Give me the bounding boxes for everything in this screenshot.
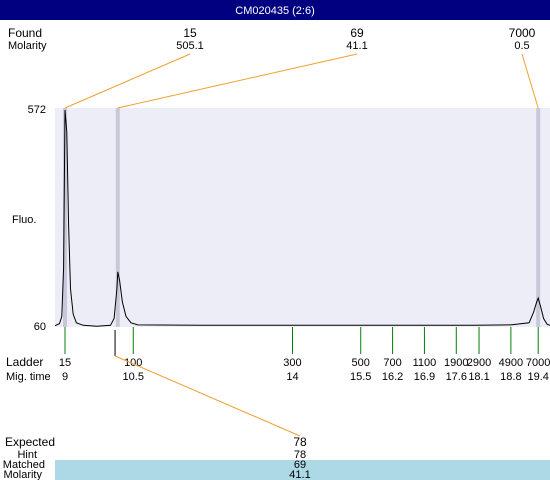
- ladder-size: 500: [352, 357, 370, 369]
- y-tick-label: 60: [34, 321, 46, 333]
- ladder-size: 1100: [413, 357, 437, 369]
- found-molarity: 41.1: [346, 40, 367, 52]
- found-size: 69: [350, 26, 364, 40]
- peak-connector: [64, 53, 191, 109]
- expected-label: Expected: [5, 435, 55, 449]
- ladder-size: 300: [283, 357, 301, 369]
- title: CM020435 (2:6): [235, 5, 315, 17]
- plot-area: [55, 108, 550, 327]
- ladder-size: 4900: [499, 357, 523, 369]
- hint-value: 78: [294, 449, 306, 461]
- peak-band: [536, 108, 541, 327]
- peak-band: [115, 108, 120, 327]
- mig-time: 16.9: [414, 371, 435, 383]
- ladder-size: 2900: [467, 357, 491, 369]
- mig-time: 9: [62, 371, 68, 383]
- mig-time: 15.5: [350, 371, 371, 383]
- molarity-value: 41.1: [289, 469, 310, 480]
- found-label: Found: [8, 26, 42, 40]
- found-molarity: 0.5: [514, 40, 529, 52]
- peak-connector: [117, 53, 358, 109]
- peak-band: [63, 108, 68, 327]
- found-molarity: 505.1: [176, 40, 204, 52]
- expected-size: 78: [293, 435, 307, 449]
- ladder-size: 1900: [444, 357, 468, 369]
- found-size: 15: [183, 26, 197, 40]
- matched-label: Matched: [3, 459, 45, 471]
- molarity-label: Molarity: [3, 469, 42, 480]
- title-bar: [0, 0, 550, 20]
- mig-time-label: Mig. time: [6, 371, 51, 383]
- hint-label: Hint: [17, 449, 37, 461]
- peak-connector: [521, 53, 539, 109]
- mig-time: 17.6: [446, 371, 467, 383]
- y-axis-label: Fluo.: [12, 214, 36, 226]
- trace: [54, 109, 550, 327]
- matched-band: [55, 460, 550, 480]
- mig-time: 10.5: [123, 371, 144, 383]
- ladder-size: 15: [59, 357, 71, 369]
- expected-connector: [114, 355, 301, 437]
- mig-time: 18.1: [468, 371, 489, 383]
- ladder-size: 700: [383, 357, 401, 369]
- y-tick-label: 572: [28, 104, 46, 116]
- molarity-label: Molarity: [8, 40, 47, 52]
- ladder-label: Ladder: [6, 355, 43, 369]
- mig-time: 14: [286, 371, 298, 383]
- matched-value: 69: [294, 459, 306, 471]
- mig-time: 18.8: [500, 371, 521, 383]
- mig-time: 19.4: [527, 371, 548, 383]
- mig-time: 16.2: [382, 371, 403, 383]
- found-size: 7000: [509, 26, 536, 40]
- ladder-size: 7000: [526, 357, 550, 369]
